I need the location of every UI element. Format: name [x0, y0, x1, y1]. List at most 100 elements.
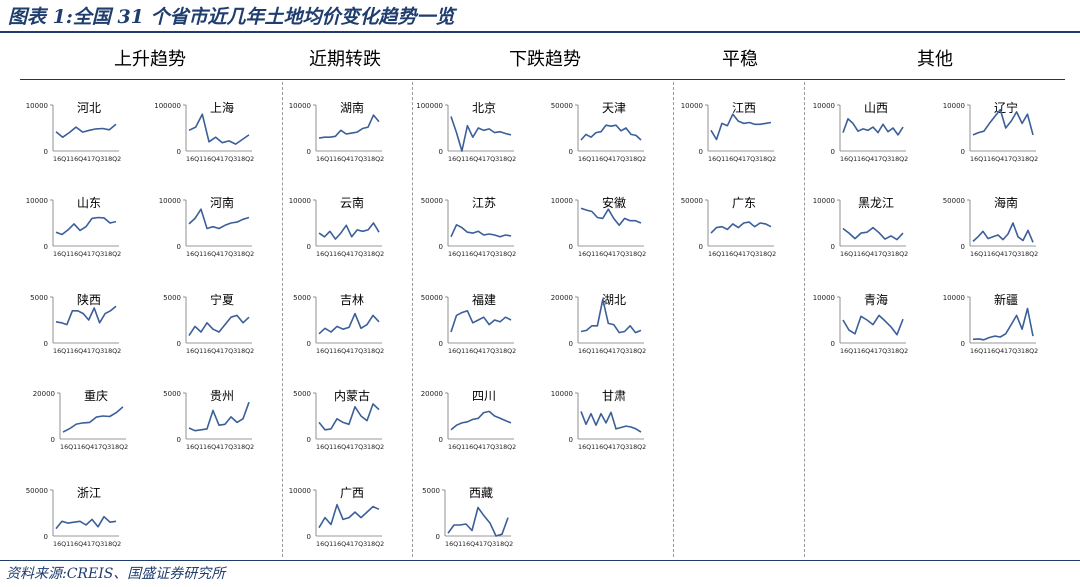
y-tick-label: 0 — [177, 148, 181, 156]
y-tick-label: 20000 — [421, 390, 443, 398]
group-title-stable: 平稳 — [722, 49, 758, 70]
mini-chart: 5000 0 16Q1 16Q4 17Q3 18Q2 内蒙古 — [293, 388, 384, 451]
x-tick-label: 16Q1 — [708, 155, 725, 163]
x-tick-label: 18Q2 — [104, 347, 121, 355]
y-tick-label: 20000 — [551, 294, 573, 302]
y-tick-label: 50000 — [551, 102, 573, 110]
y-tick-label: 0 — [439, 148, 443, 156]
series-line — [580, 298, 642, 334]
x-tick-label: 17Q3 — [220, 250, 237, 258]
x-tick-label: 16Q4 — [987, 250, 1004, 258]
x-tick-label: 18Q2 — [237, 250, 254, 258]
x-tick-label: 16Q1 — [448, 155, 465, 163]
x-tick-label: 16Q1 — [578, 347, 595, 355]
series-line — [580, 411, 642, 433]
y-tick-label: 0 — [831, 243, 835, 251]
x-tick-label: 16Q4 — [857, 155, 874, 163]
y-tick-label: 10000 — [26, 102, 48, 110]
mini-chart: 20000 0 16Q1 16Q4 17Q3 18Q2 湖北 — [551, 292, 647, 355]
y-tick-label: 0 — [177, 243, 181, 251]
x-tick-label: 18Q2 — [499, 155, 516, 163]
y-tick-label: 0 — [831, 148, 835, 156]
group-title-other: 其他 — [917, 49, 953, 70]
series-line — [842, 226, 904, 241]
chart-title: 北京 — [472, 101, 496, 115]
series-line — [972, 307, 1034, 341]
y-tick-label: 0 — [961, 243, 965, 251]
x-tick-label: 17Q3 — [220, 347, 237, 355]
y-tick-label: 50000 — [421, 197, 443, 205]
x-tick-label: 17Q3 — [874, 347, 891, 355]
y-tick-label: 0 — [44, 533, 48, 541]
x-tick-label: 18Q2 — [237, 347, 254, 355]
x-tick-label: 16Q1 — [186, 250, 203, 258]
x-tick-label: 16Q4 — [333, 540, 350, 548]
chart-title: 江西 — [732, 101, 756, 115]
y-tick-label: 0 — [51, 436, 55, 444]
x-tick-label: 16Q4 — [333, 443, 350, 451]
x-tick-label: 17Q3 — [612, 250, 629, 258]
x-tick-label: 18Q2 — [759, 155, 776, 163]
x-tick-label: 18Q2 — [496, 540, 513, 548]
x-tick-label: 17Q3 — [220, 443, 237, 451]
x-tick-label: 18Q2 — [499, 443, 516, 451]
x-tick-label: 16Q1 — [578, 443, 595, 451]
x-tick-label: 16Q4 — [465, 443, 482, 451]
group-title-declining: 下跌趋势 — [509, 49, 581, 70]
mini-chart: 5000 0 16Q1 16Q4 17Q3 18Q2 宁夏 — [163, 292, 254, 355]
x-tick-label: 18Q2 — [891, 250, 908, 258]
y-tick-label: 10000 — [943, 294, 965, 302]
mini-chart: 10000 0 16Q1 16Q4 17Q3 18Q2 新疆 — [943, 292, 1039, 355]
y-tick-label: 0 — [569, 436, 573, 444]
series-line — [188, 314, 250, 337]
x-tick-label: 16Q1 — [578, 250, 595, 258]
y-tick-label: 10000 — [551, 390, 573, 398]
x-tick-label: 16Q1 — [445, 540, 462, 548]
mini-chart: 50000 0 16Q1 16Q4 17Q3 18Q2 福建 — [421, 292, 517, 355]
x-tick-label: 17Q3 — [874, 250, 891, 258]
series-line — [188, 113, 250, 145]
x-tick-label: 17Q3 — [482, 155, 499, 163]
y-tick-label: 0 — [307, 436, 311, 444]
series-line — [55, 515, 117, 530]
x-tick-label: 17Q3 — [482, 443, 499, 451]
mini-chart: 5000 0 16Q1 16Q4 17Q3 18Q2 西藏 — [422, 486, 513, 548]
mini-chart: 10000 0 16Q1 16Q4 17Q3 18Q2 山西 — [813, 101, 909, 163]
y-tick-label: 10000 — [813, 102, 835, 110]
x-tick-label: 16Q4 — [465, 250, 482, 258]
chart-title: 黑龙江 — [858, 196, 894, 210]
series-line — [55, 216, 117, 236]
chart-title: 陕西 — [77, 292, 101, 307]
mini-chart: 10000 0 16Q1 16Q4 17Q3 18Q2 青海 — [813, 292, 909, 355]
y-tick-label: 0 — [569, 243, 573, 251]
chart-title: 山东 — [77, 196, 101, 210]
series-line — [710, 113, 772, 141]
y-tick-label: 10000 — [26, 197, 48, 205]
y-tick-label: 10000 — [943, 102, 965, 110]
chart-title: 天津 — [602, 101, 626, 115]
series-line — [318, 503, 380, 529]
y-tick-label: 0 — [699, 243, 703, 251]
y-tick-label: 0 — [44, 340, 48, 348]
y-tick-label: 0 — [307, 243, 311, 251]
series-line — [580, 124, 642, 141]
y-tick-label: 0 — [439, 436, 443, 444]
x-tick-label: 16Q4 — [70, 250, 87, 258]
x-tick-label: 16Q4 — [725, 155, 742, 163]
y-tick-label: 10000 — [289, 102, 311, 110]
x-tick-label: 18Q2 — [1021, 250, 1038, 258]
series-line — [972, 222, 1034, 243]
x-tick-label: 16Q4 — [987, 155, 1004, 163]
figure-title: 图表 1:全国 31 个省市近几年土地均价变化趋势一览 — [8, 6, 455, 28]
chart-title: 内蒙古 — [334, 388, 370, 403]
x-tick-label: 16Q1 — [970, 250, 987, 258]
x-tick-label: 17Q3 — [87, 155, 104, 163]
x-tick-label: 16Q4 — [465, 347, 482, 355]
x-tick-label: 18Q2 — [629, 443, 646, 451]
x-tick-label: 16Q1 — [448, 443, 465, 451]
chart-title: 西藏 — [469, 486, 493, 500]
group-title-recent-decline: 近期转跌 — [309, 49, 381, 70]
x-tick-label: 16Q4 — [987, 347, 1004, 355]
mini-chart: 10000 0 16Q1 16Q4 17Q3 18Q2 甘肃 — [551, 389, 647, 451]
x-tick-label: 18Q2 — [104, 155, 121, 163]
